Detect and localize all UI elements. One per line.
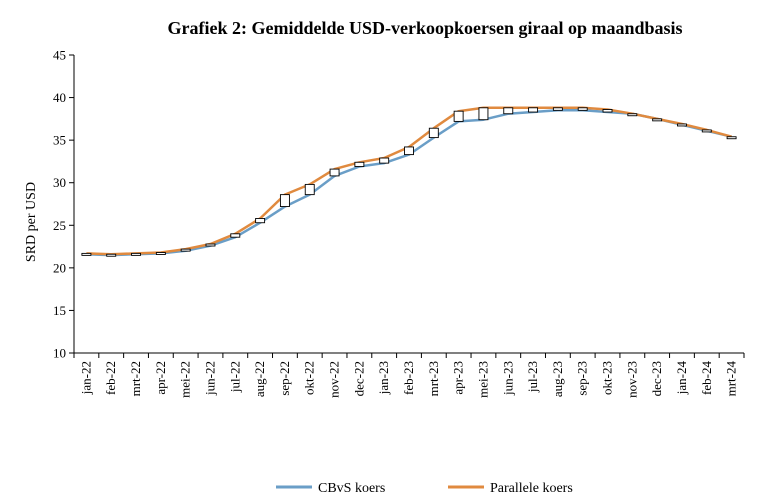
x-tick-label: nov-22 bbox=[327, 361, 342, 398]
spread-marker bbox=[131, 252, 141, 256]
spread-marker bbox=[230, 233, 241, 238]
legend-label-2: Parallele koers bbox=[490, 481, 573, 496]
x-tick-label: feb-23 bbox=[401, 361, 416, 395]
x-tick-label: mrt-23 bbox=[426, 361, 441, 396]
legend-label-1: CBvS koers bbox=[318, 481, 385, 496]
chart-title: Grafiek 2: Gemiddelde USD-verkoopkoersen… bbox=[167, 18, 682, 38]
x-tick-label: sep-22 bbox=[277, 361, 292, 396]
x-tick-label: mrt-22 bbox=[128, 361, 143, 396]
spread-marker bbox=[478, 107, 489, 121]
y-axis-title: SRD per USD bbox=[24, 182, 39, 262]
x-tick-label: okt-22 bbox=[302, 361, 317, 395]
spread-marker bbox=[180, 248, 191, 252]
spread-marker bbox=[552, 107, 563, 111]
x-tick-label: mrt-24 bbox=[724, 361, 739, 397]
spread-marker bbox=[453, 110, 464, 122]
spread-marker bbox=[379, 157, 390, 164]
x-tick-label: jan-24 bbox=[674, 361, 689, 396]
series-line-2 bbox=[86, 106, 732, 256]
spread-marker bbox=[329, 168, 340, 177]
spread-marker bbox=[577, 107, 588, 111]
spread-marker bbox=[255, 218, 266, 224]
y-tick-label: 25 bbox=[53, 218, 66, 233]
legend: CBvS koers Parallele koers bbox=[276, 481, 573, 496]
x-tick-label: aug-23 bbox=[550, 361, 565, 397]
x-tick-label: dec-23 bbox=[649, 361, 664, 396]
x-tick-label: feb-24 bbox=[699, 361, 714, 395]
spread-marker bbox=[81, 252, 92, 256]
x-tick-label: feb-22 bbox=[103, 361, 118, 395]
x-tick-label: mei-22 bbox=[178, 361, 193, 398]
y-tick-label: 20 bbox=[53, 260, 66, 275]
x-tick-label: okt-23 bbox=[600, 361, 615, 395]
x-tick-label: jul-23 bbox=[525, 361, 540, 393]
x-tick-label: jan-22 bbox=[78, 361, 93, 395]
spread-marker bbox=[155, 252, 166, 255]
x-tick-label: jun-22 bbox=[202, 361, 217, 396]
spread-marker bbox=[627, 113, 638, 117]
spread-marker bbox=[106, 253, 117, 257]
x-tick-label: sep-23 bbox=[575, 361, 590, 396]
spread-marker bbox=[354, 161, 365, 167]
y-tick-label: 30 bbox=[53, 175, 66, 190]
y-tick-label: 15 bbox=[53, 303, 66, 318]
x-tick-label: jun-23 bbox=[500, 361, 515, 396]
spread-marker bbox=[279, 194, 290, 208]
spread-marker bbox=[428, 127, 439, 139]
spread-marker bbox=[726, 136, 737, 140]
x-tick-label: nov-23 bbox=[624, 361, 639, 398]
x-tick-label: jan-23 bbox=[376, 361, 391, 395]
y-tick-label: 10 bbox=[53, 346, 66, 361]
spread-marker bbox=[701, 129, 712, 133]
x-tick-label: apr-23 bbox=[451, 361, 466, 395]
spread-marker bbox=[404, 146, 414, 156]
spread-marker bbox=[652, 118, 663, 122]
series-line-1 bbox=[86, 109, 732, 257]
spread-marker bbox=[205, 243, 216, 247]
x-tick-label: apr-22 bbox=[153, 361, 168, 395]
plot-area: 10 15 20 25 30 35 40 45 jan-22 feb-22 mrt-22 apr-22… bbox=[53, 48, 745, 398]
spread-marker bbox=[503, 107, 514, 115]
x-tick-label: jul-22 bbox=[227, 361, 242, 393]
spread-marker bbox=[677, 123, 687, 127]
y-tick-label: 35 bbox=[53, 133, 66, 148]
x-tick-label: aug-22 bbox=[252, 361, 267, 397]
spread-marker bbox=[528, 107, 539, 113]
x-tick-label: mei-23 bbox=[475, 361, 490, 398]
x-tick-label: dec-22 bbox=[351, 361, 366, 396]
spread-marker bbox=[304, 183, 315, 196]
y-tick-label: 45 bbox=[53, 48, 66, 63]
y-tick-label: 40 bbox=[53, 90, 66, 105]
spread-marker bbox=[602, 109, 613, 113]
